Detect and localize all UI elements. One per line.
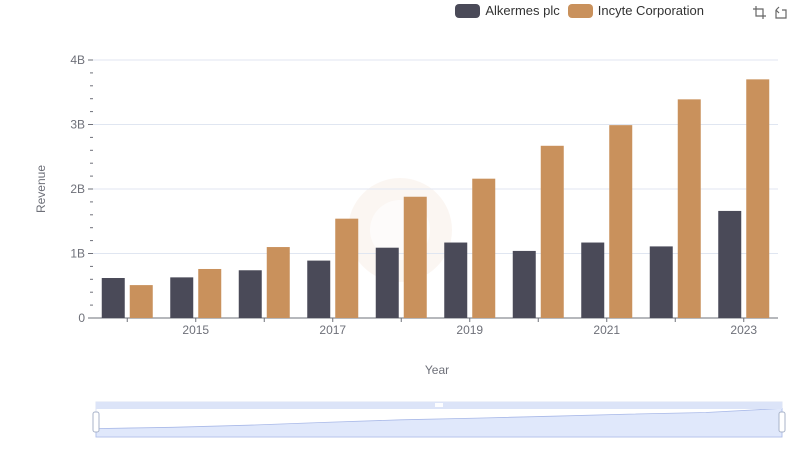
bar-alkermes-2019[interactable] [444,242,468,318]
x-axis-label: Year [425,363,449,377]
bar-alkermes-2020[interactable] [512,250,536,318]
x-tick-label: 2019 [456,323,483,337]
bar-incyte-2021[interactable] [609,125,633,319]
x-tick-label: 2023 [730,323,757,337]
y-tick-label: 0 [78,311,85,325]
slider-grip[interactable] [435,403,443,407]
slider-handle-left[interactable] [92,411,100,433]
legend-item-alkermes[interactable]: Alkermes plc [455,3,560,18]
bar-alkermes-2018[interactable] [375,247,399,318]
watermark-logo [348,178,452,282]
bar-incyte-2019[interactable] [472,178,496,318]
x-tick-label: 2015 [182,323,209,337]
bar-alkermes-2015[interactable] [170,277,194,318]
bar-alkermes-2023[interactable] [718,210,742,318]
legend: Alkermes plc Incyte Corporation [455,3,704,18]
bar-incyte-2017[interactable] [335,218,359,318]
bar-alkermes-2017[interactable] [307,260,331,318]
legend-label-incyte: Incyte Corporation [597,3,704,18]
bar-alkermes-2014[interactable] [101,278,125,318]
y-tick-label: 1B [70,247,85,261]
bars [101,79,770,319]
y-tick-label: 3B [70,118,85,132]
x-tick-label: 2017 [319,323,346,337]
x-tick-label: 2021 [593,323,620,337]
y-tick-label: 2B [70,182,85,196]
restore-icon[interactable] [773,5,788,20]
bar-incyte-2014[interactable] [129,285,153,318]
legend-swatch-alkermes [455,3,481,18]
toolbox [752,5,788,20]
bar-alkermes-2022[interactable] [649,246,673,318]
bar-incyte-2016[interactable] [266,247,290,318]
legend-label-alkermes: Alkermes plc [485,3,560,18]
y-tick-label: 4B [70,53,85,67]
data-zoom-slider[interactable] [92,401,786,438]
bar-incyte-2020[interactable] [540,145,564,318]
bar-incyte-2022[interactable] [677,99,701,318]
bar-incyte-2018[interactable] [403,196,427,318]
bar-alkermes-2016[interactable] [238,270,262,318]
legend-swatch-incyte [567,3,593,18]
data-zoom-icon[interactable] [752,5,767,20]
bar-incyte-2015[interactable] [198,268,222,318]
y-axis: 0 1B 2B 3B 4B [70,53,93,325]
x-axis: 2015 2017 2019 2021 2023 [93,317,778,337]
legend-item-incyte[interactable]: Incyte Corporation [567,3,704,18]
y-axis-label: Revenue [34,165,48,213]
slider-handle-right[interactable] [778,411,786,433]
bar-incyte-2023[interactable] [746,79,770,318]
bar-alkermes-2021[interactable] [581,242,605,318]
